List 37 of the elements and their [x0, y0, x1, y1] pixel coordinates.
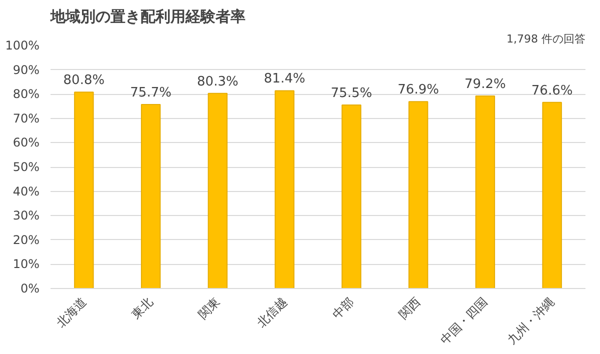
- x-tick-label: 中部: [330, 294, 356, 322]
- data-label: 81.4%: [264, 72, 306, 87]
- y-tick-label: 90%: [12, 62, 40, 77]
- y-tick-label: 100%: [5, 38, 40, 52]
- x-tick-label: 九州・沖縄: [504, 294, 558, 347]
- bar: [274, 90, 294, 288]
- bar: [342, 104, 362, 288]
- y-tick-label: 30%: [12, 208, 40, 223]
- y-tick-label: 40%: [12, 184, 40, 198]
- y-tick-label: 80%: [12, 87, 40, 102]
- bar: [208, 92, 228, 288]
- bar: [74, 92, 94, 288]
- x-tick-label: 北信越: [254, 294, 290, 330]
- data-label: 75.7%: [130, 86, 172, 101]
- chart-title: 地域別の置き配利用経験者率: [50, 8, 246, 26]
- y-tick-label: 50%: [12, 160, 40, 174]
- bar: [408, 101, 428, 288]
- y-tick-label: 20%: [12, 232, 40, 247]
- y-tick-label: 0%: [20, 282, 40, 296]
- data-label: 75.5%: [330, 86, 372, 102]
- bar: [475, 96, 496, 288]
- x-tick-label: 東北: [128, 294, 156, 322]
- x-tick-label: 北海道: [54, 294, 89, 330]
- y-tick-label: 70%: [12, 111, 40, 126]
- x-tick-label: 中国・四国: [438, 294, 490, 347]
- data-label: 79.2%: [464, 77, 506, 92]
- text: 1,798 件の回答: [506, 32, 586, 46]
- x-tick-label: 関東: [196, 294, 223, 322]
- bar: [542, 102, 562, 288]
- data-label: 76.6%: [531, 83, 573, 98]
- data-label: 80.8%: [63, 73, 105, 88]
- x-tick-label: 関西: [396, 294, 424, 322]
- y-tick-label: 60%: [12, 136, 40, 150]
- data-label: 76.9%: [398, 82, 439, 98]
- data-label: 80.3%: [197, 74, 238, 90]
- y-tick-label: 10%: [12, 257, 40, 272]
- bar: [140, 104, 161, 288]
